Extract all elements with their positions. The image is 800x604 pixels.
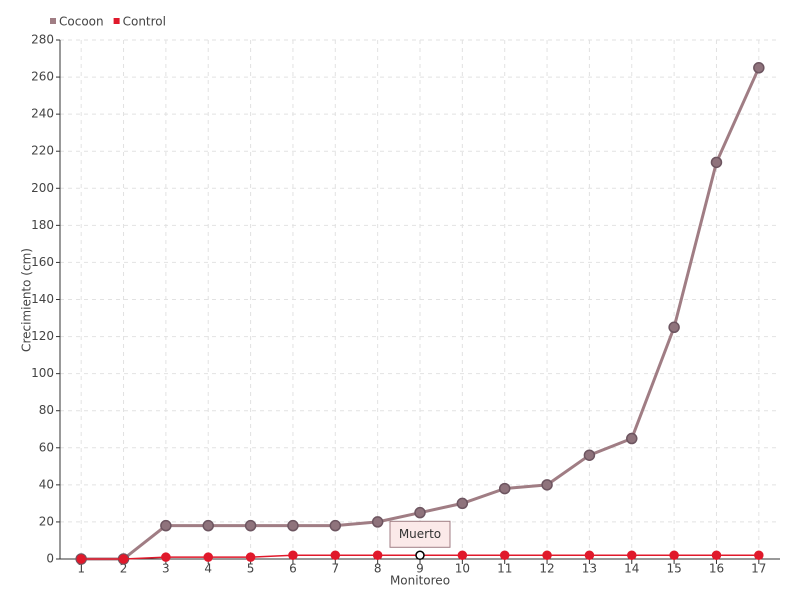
y-tick-label: 120 [31,329,54,343]
data-point [329,519,342,532]
x-tick-label: 11 [497,562,512,576]
y-tick-label: 20 [39,514,54,528]
data-point [457,550,468,561]
y-tick-label: 200 [31,181,54,195]
y-tick-label: 0 [46,552,54,566]
data-point [583,449,596,461]
x-tick-label: 14 [624,562,639,576]
data-point [415,550,425,561]
y-tick-label: 160 [31,255,54,269]
data-point [203,552,213,562]
data-point [754,550,764,561]
y-tick-label: 180 [31,218,54,232]
y-tick-label: 220 [31,144,54,158]
data-point [160,519,172,532]
y-tick-label: 100 [31,366,54,380]
data-point [161,552,171,562]
legend-swatch [50,18,56,24]
y-tick-label: 140 [31,292,54,306]
y-tick-label: 260 [31,70,54,84]
x-tick-label: 12 [539,562,554,576]
tooltip: Muerto [389,520,451,548]
data-point [414,506,426,519]
data-point [627,550,637,561]
data-point [542,550,552,561]
data-point [499,550,510,561]
data-point [372,550,383,561]
data-point [118,554,129,564]
data-point [371,516,384,528]
legend-label: Cocoon [59,15,104,29]
x-tick-label: 16 [709,562,724,576]
data-point [245,552,256,562]
data-point [669,550,679,561]
y-tick-label: 80 [39,403,54,417]
y-tick-label: 240 [31,107,54,121]
data-point [541,479,553,491]
x-tick-label: 4 [204,562,212,576]
y-axis-title: Crecimiento (cm) [20,248,34,352]
y-tick-label: 40 [39,477,54,491]
data-point [76,554,86,564]
data-point [626,432,638,445]
x-axis-title: Monitoreo [390,574,450,588]
x-tick-label: 7 [331,562,339,576]
x-tick-label: 13 [582,562,597,576]
data-point [498,482,511,495]
data-point [288,550,298,561]
data-point [244,519,257,532]
data-point [710,156,723,169]
data-point [584,550,595,561]
x-tick-label: 5 [247,562,255,576]
data-point [668,321,680,334]
data-point [753,62,765,74]
legend-label: Control [123,15,166,29]
x-tick-label: 10 [455,562,470,576]
y-tick-label: 280 [31,33,54,47]
data-point [202,519,214,532]
data-point [456,497,469,510]
x-tick-label: 17 [751,562,766,576]
data-point [711,550,722,561]
x-tick-label: 8 [374,562,382,576]
x-tick-label: 9 [416,562,424,576]
legend-swatch [113,18,120,24]
tooltip-box [389,520,451,548]
data-point [287,519,299,532]
x-tick-label: 3 [162,562,170,576]
tooltip-text: Muerto [399,527,441,541]
data-point [330,550,341,561]
x-tick-label: 2 [120,562,128,576]
x-tick-label: 15 [666,562,681,576]
x-tick-label: 1 [77,562,85,576]
x-tick-label: 6 [289,562,297,576]
y-tick-label: 60 [39,440,54,454]
